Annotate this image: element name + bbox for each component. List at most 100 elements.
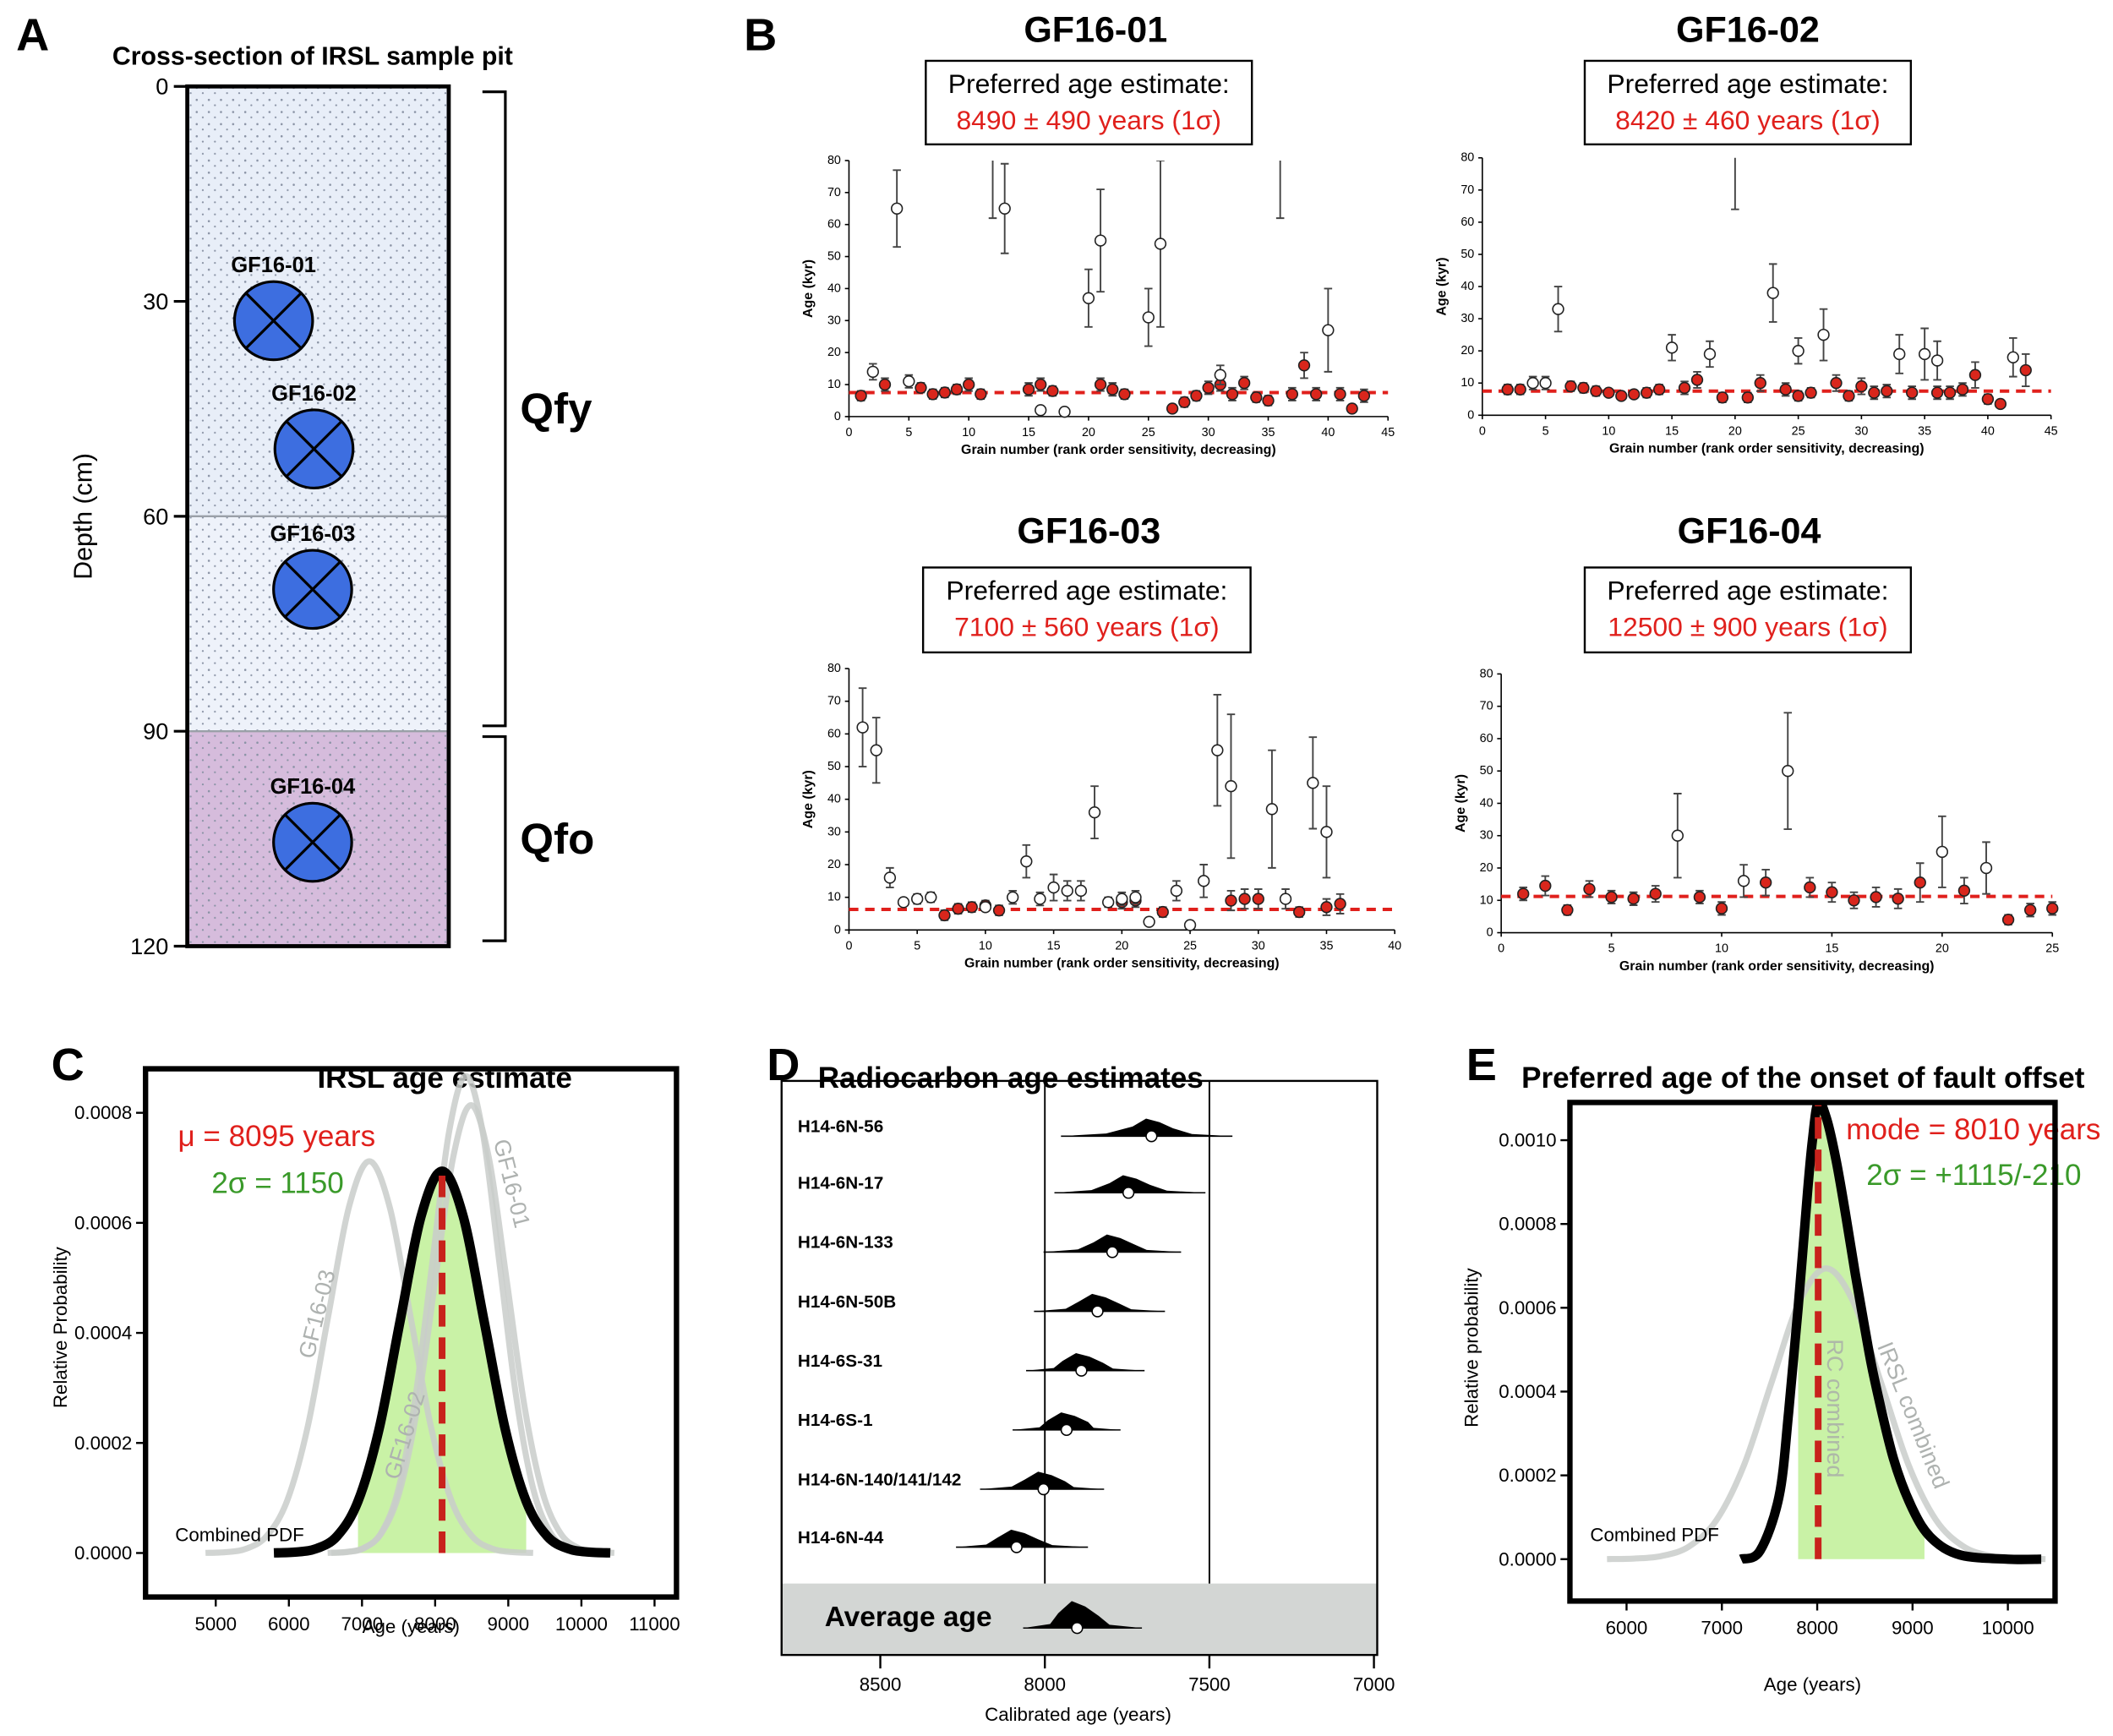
chart-title: GF16-01 [1024,9,1167,50]
y-tick-label: 10 [1480,893,1493,907]
grain-point [1225,894,1237,907]
sample-label: GF16-01 [231,254,316,277]
grain-point [1320,901,1333,914]
grain-point [1166,402,1179,415]
grain-point [1830,377,1843,390]
grain-point [1357,390,1371,402]
grain-point [1943,386,1957,399]
grain-point [1564,379,1577,393]
y-tick-label: 0.0008 [1499,1214,1556,1235]
y-tick-label: 0 [834,410,841,423]
x-tick-label: 20 [1936,942,1949,956]
x-tick-label: 40 [1321,426,1335,439]
age-distribution [980,1471,1105,1490]
grain-point [965,901,978,914]
curve-label: Combined PDF [1590,1525,1719,1546]
y-tick-label: 60 [1480,732,1493,745]
x-tick-label: 25 [1142,426,1155,439]
grain-point [1968,368,1982,381]
shade-label: RC combined [1822,1339,1848,1477]
plot-area [1501,712,2059,926]
grain-point [1047,881,1060,894]
x-tick-label: 5 [1608,942,1615,956]
grain-point [1792,390,1805,402]
age-distribution [1054,1175,1206,1193]
grain-point [1715,902,1728,915]
grain-point [1870,891,1882,903]
median-marker [1037,1482,1050,1496]
y-tick-label: 0.0004 [1499,1381,1556,1402]
y-tick-label: 30 [827,314,841,327]
grain-point [870,744,882,756]
grain-point [1020,854,1033,868]
grain-point [1514,383,1526,396]
estimate-value: 8490 ± 490 years (1σ) [956,105,1221,135]
grain-point [1628,388,1641,401]
grain-point [1918,347,1931,361]
grain-point [1142,311,1155,324]
grain-point [1237,376,1251,390]
grain-point [1275,123,1286,134]
grain-point [1250,390,1263,404]
y-tick-label: 30 [143,288,168,314]
grain-point [1178,396,1191,409]
y-tick-label: 40 [1480,796,1493,810]
grain-point [1307,777,1319,789]
sample-label: H14-6N-133 [798,1233,893,1253]
grain-point [856,721,869,734]
y-tick-label: 40 [1461,280,1474,293]
sample-label: H14-6N-17 [798,1174,883,1193]
x-tick-label: 15 [1022,426,1035,439]
grain-point [1590,385,1602,397]
grain-point [1826,886,1838,898]
plot-frame [1567,1100,2058,1604]
grain-point [1118,388,1131,401]
curve-label: GF16-03 [293,1267,341,1361]
sample-label: H14-6S-31 [798,1351,882,1371]
y-tick-label: 0.0006 [1499,1297,1556,1318]
median-marker [1010,1541,1023,1553]
grain-point [1226,388,1239,401]
x-tick-label: 11000 [629,1613,680,1635]
y-tick-label: 0 [1467,408,1474,422]
grain-point [1320,826,1333,838]
y-axis-label: Relative probability [1461,1268,1482,1428]
x-tick-label: 35 [1918,424,1931,438]
grain-point [1310,388,1323,401]
x-tick-label: 9000 [1892,1618,1934,1639]
grain-point [1804,881,1816,894]
y-tick-label: 70 [1480,700,1493,713]
grain-point [1334,388,1346,401]
y-tick-label: 0.0000 [74,1542,132,1564]
grain-point [1892,893,1904,905]
grain-point [1035,378,1047,391]
x-axis-label: Grain number (rank order sensitivity, de… [964,957,1280,971]
grain-point [1170,884,1183,898]
grain-point [1868,386,1881,399]
chart-title: GF16-03 [1017,510,1160,551]
sample-label: H14-6S-1 [798,1411,873,1430]
grain-point [1190,390,1203,402]
age-distribution [1034,1293,1166,1312]
grain-point [1214,368,1226,381]
x-tick-label: 30 [1854,424,1868,438]
grain-point [1703,347,1717,361]
x-tick-label: 5 [905,426,912,439]
y-tick-label: 120 [130,933,168,959]
x-tick-label: 8000 [1024,1674,1066,1695]
grain-point [1022,383,1035,396]
x-tick-label: 10 [962,426,975,439]
median-marker [1071,1622,1084,1635]
grain-point [975,388,987,401]
x-tick-label: 10 [979,939,992,953]
x-tick-label: 7000 [1701,1618,1743,1639]
sample-label: GF16-02 [271,382,357,406]
grain-point [925,891,937,903]
grain-point [1641,386,1653,399]
pdf-curve [205,1158,533,1556]
grain-point [1957,884,1971,897]
age-distribution [1013,1412,1121,1430]
x-axis-label: Grain number (rank order sensitivity, de… [961,443,1276,457]
x-tick-label: 35 [1320,939,1334,953]
